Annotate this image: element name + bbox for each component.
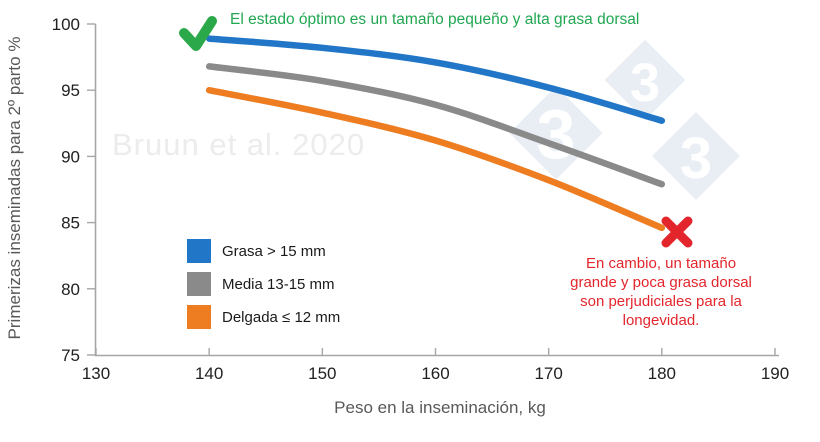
x-tick-label: 130 [82,364,110,383]
axes: 75 80 85 90 95 100 130 140 150 160 170 180 190 [52,15,790,383]
optimal-annotation: El estado óptimo es un tamaño pequeño y … [230,11,639,28]
series-lines [205,35,666,232]
series-line-0 [205,35,666,124]
series-line-2 [205,86,666,232]
legend-swatch [187,272,211,296]
legend-label: Delgada ≤ 12 mm [222,309,340,326]
y-tick-label: 75 [61,346,80,365]
legend-label: Media 13-15 mm [222,276,335,293]
logo-digit: 3 [537,95,576,173]
y-tick-label: 90 [61,147,80,166]
warning-line: son perjudiciales para la [580,293,742,310]
legend-item-2: Delgada ≤ 12 mm [187,305,340,329]
logo-digit: 3 [680,126,712,191]
x-cross-icon [661,216,693,248]
y-tick-label: 100 [52,15,80,34]
y-tick-label: 80 [61,280,80,299]
warning-line: En cambio, un tamaño [586,255,736,272]
warning-line: longevidad. [623,312,700,329]
x-tick-label: 190 [761,364,789,383]
legend-item-1: Media 13-15 mm [187,272,335,296]
legend: Grasa > 15 mm Media 13-15 mm Delgada ≤ 12 … [187,239,340,329]
pig333-logo-watermark: 3 3 3 [509,39,740,200]
citation-watermark: Bruun et al. 2020 [112,127,365,162]
legend-label: Grasa > 15 mm [222,243,326,260]
y-tick-label: 85 [61,214,80,233]
legend-swatch [187,239,211,263]
x-tick-label: 150 [308,364,336,383]
series-line-1 [205,63,666,188]
warning-annotation: En cambio, un tamaño grande y poca grasa… [570,255,752,329]
x-tick-label: 170 [534,364,562,383]
legend-item-0: Grasa > 15 mm [187,239,326,263]
logo-diamond-top: 3 [604,39,686,121]
x-tick-label: 160 [421,364,449,383]
y-tick-label: 95 [61,81,80,100]
check-icon [179,16,217,51]
x-tick-label: 180 [648,364,676,383]
warning-line: grande y poca grasa dorsal [570,274,752,291]
logo-diamond-bottom: 3 [652,112,740,200]
logo-digit: 3 [630,53,660,113]
legend-swatch [187,305,211,329]
x-axis-title: Peso en la inseminación, kg [334,398,546,417]
x-tick-label: 140 [195,364,223,383]
y-axis-title: Primerizas inseminadas para 2º parto % [5,37,24,340]
